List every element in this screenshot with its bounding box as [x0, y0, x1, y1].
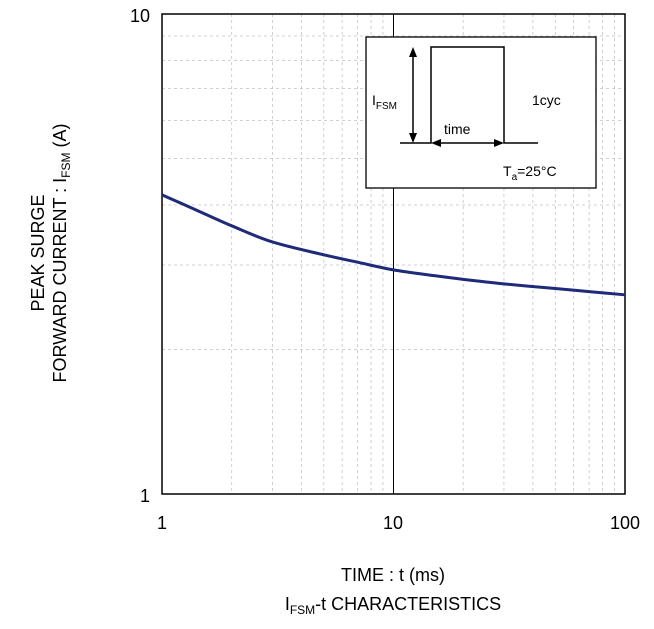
- y-axis-title-line1: PEAK SURGE: [28, 194, 48, 311]
- plot-area-frame: [161, 13, 626, 495]
- inset-legend: IFSM time 1cyc Ta=25°C: [365, 36, 597, 189]
- inset-ifsm-label: IFSM: [372, 92, 397, 112]
- tick-labels: 10 1 1 10 100: [130, 6, 640, 533]
- inset-amplitude-arrowhead-bottom: [409, 133, 417, 143]
- inset-temperature-label: Ta=25°C: [503, 163, 557, 183]
- inset-time-label: time: [444, 121, 471, 137]
- x-tick-label-left: 1: [157, 513, 167, 533]
- inset-amplitude-arrowhead-top: [409, 47, 417, 57]
- chart-title: IFSM-t CHARACTERISTICS: [285, 594, 501, 617]
- y-tick-label-top: 10: [130, 6, 150, 26]
- series-layer: [161, 193, 626, 297]
- ifsm-curve: [161, 193, 626, 297]
- x-axis-title: TIME : t (ms): [341, 565, 445, 585]
- y-axis-title-line2: FORWARD CURRENT : IFSM (A): [50, 123, 73, 382]
- inset-pulse-waveform: [400, 46, 538, 144]
- inset-time-arrowhead-right: [494, 139, 504, 147]
- x-tick-label-right: 100: [610, 513, 640, 533]
- x-tick-label-middle: 10: [383, 513, 403, 533]
- y-axis-title: PEAK SURGE FORWARD CURRENT : IFSM (A): [28, 123, 73, 382]
- inset-time-arrowhead-left: [431, 139, 441, 147]
- y-tick-label-bottom: 1: [140, 486, 150, 506]
- inset-cycle-label: 1cyc: [532, 92, 561, 108]
- inset-frame: [365, 36, 597, 189]
